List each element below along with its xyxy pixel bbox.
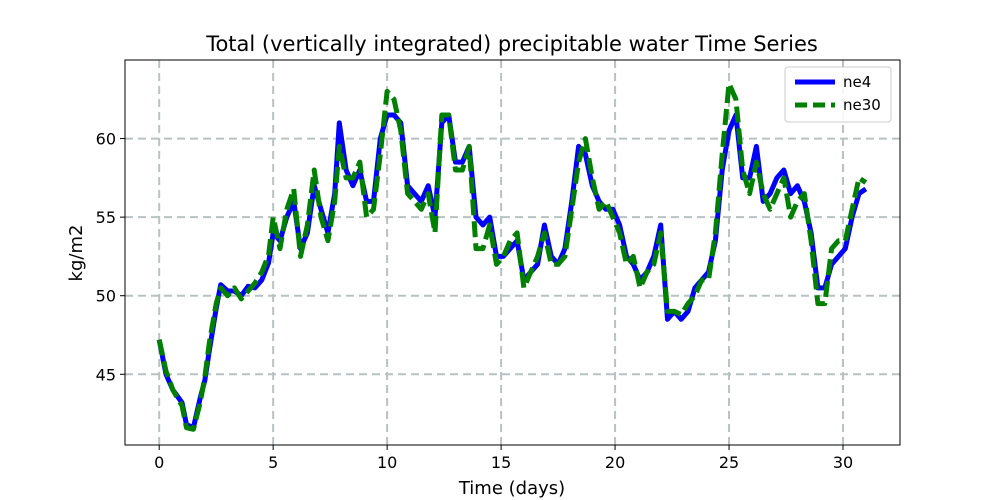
legend: ne4 ne30	[784, 66, 892, 123]
x-tick-label: 5	[268, 453, 278, 472]
x-tick-label: 15	[491, 453, 511, 472]
x-tick-label: 30	[833, 453, 853, 472]
x-tick-label: 10	[377, 453, 397, 472]
y-tick-label: 55	[96, 208, 116, 227]
axis-ticks: 0 5 10 15 20 25 30 45 50 55 60	[96, 130, 854, 472]
legend-label-ne4: ne4	[843, 73, 871, 91]
y-tick-label: 45	[96, 365, 116, 384]
y-tick-label: 50	[96, 287, 116, 306]
series-lines	[156, 81, 868, 432]
y-tick-label: 60	[96, 130, 116, 149]
legend-label-ne30: ne30	[843, 96, 881, 114]
series-line-ne30	[156, 81, 868, 432]
chart-title: Total (vertically integrated) precipitab…	[205, 32, 818, 56]
x-tick-label: 0	[154, 453, 164, 472]
x-tick-label: 25	[719, 453, 739, 472]
y-axis-label: kg/m2	[66, 225, 87, 282]
x-axis-label: Time (days)	[458, 478, 565, 499]
plot-frame	[124, 59, 901, 446]
x-tick-label: 20	[605, 453, 625, 472]
